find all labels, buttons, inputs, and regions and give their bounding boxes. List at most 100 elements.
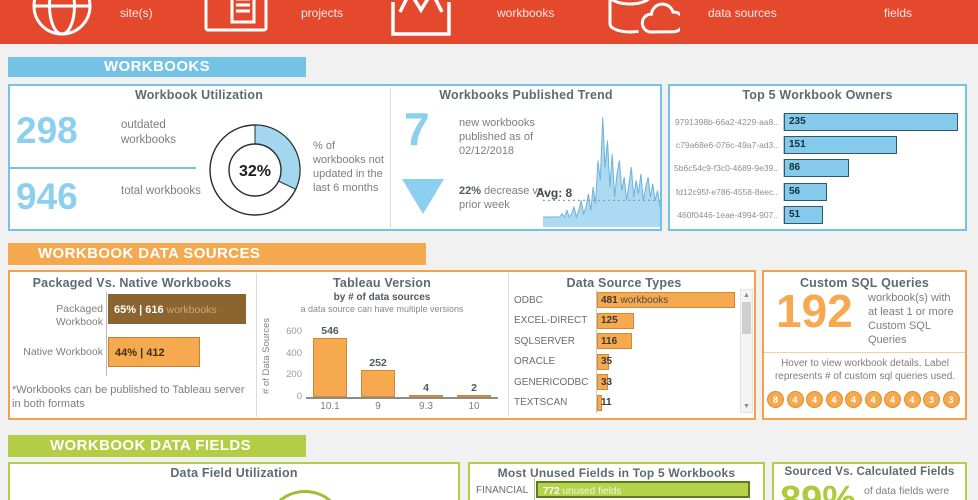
custom-sql-circle[interactable]: 4 [786,391,804,408]
version-bar[interactable] [313,338,347,397]
most-unused-bar[interactable]: 772 unused fields [536,481,750,498]
banner-label-projects: projects [301,6,344,20]
banner-label-workbooks: workbooks [497,6,555,20]
owner-bar[interactable]: 51 [784,206,823,225]
donut-hole [228,143,282,197]
data-source-barwrap: 35 [596,351,738,372]
axis-line [534,478,535,500]
packaged-native-title: Packaged Vs. Native Workbooks [32,276,232,290]
owner-id-label: 9791398b-66a2-4229-aa8.. [674,116,778,127]
decrease-pct: 22% [459,185,482,197]
owner-barwrap: 51 [783,206,962,225]
scrollbar-thumb[interactable] [742,302,751,334]
version-bar-value: 546 [321,325,339,337]
scrollbar-up-arrow[interactable]: ▲ [743,292,750,299]
utilization-donut-chart[interactable]: 32% [203,118,307,222]
packaged-workbook-bar[interactable]: 65% | 616 workbooks [108,294,246,324]
sparkline-area[interactable] [543,117,660,227]
custom-sql-circle[interactable]: 4 [864,391,882,408]
owner-bar[interactable]: 56 [784,182,827,201]
data-source-types-chart: ODBC 481 workbooks EXCEL-DIRECT 125 SQLSERVE… [514,290,738,413]
version-slot: 252 [356,357,400,397]
custom-sql-circle[interactable]: 4 [903,391,921,408]
custom-sql-circle[interactable]: 3 [923,391,940,408]
custom-sql-circle[interactable]: 8 [767,391,784,408]
native-workbook-bar[interactable]: 44% | 412 [108,337,200,367]
data-source-type-row: ODBC 481 workbooks [514,290,738,311]
owner-barwrap: 56 [783,182,962,201]
data-source-bar-value: 11 [601,397,612,409]
owner-barwrap: 151 [783,136,962,155]
decrease-caption: 22% decrease vs. prior week [459,184,559,212]
y-axis-tick: 600 [286,326,302,337]
data-source-bar[interactable] [597,394,602,411]
custom-sql-circle[interactable]: 4 [825,391,843,408]
data-source-type-row: GENERICODBC 33 [514,372,738,393]
owner-id-label: 5b6c54c9-f3c0-4689-9e39.. [674,163,778,174]
sourced-calculated-pct: 89% [780,479,857,500]
trend-sparkline-chart[interactable] [543,112,660,229]
new-workbooks-count: 7 [404,103,430,155]
version-ylabel: # of Data Sources [261,317,272,395]
version-x-label: 10.1 [320,401,340,412]
owner-id-label: c79a68e6-076c-49a7-ad3.. [675,140,778,151]
section-header-data-sources: WORKBOOK DATA SOURCES [8,243,426,265]
data-source-barwrap: 116 [596,331,738,352]
owner-row: 460f0446-1eae-4994-907.. 51 [672,204,962,227]
scrollbar[interactable]: ▲ ▼ [740,289,753,413]
owner-row: fd12c95f-e786-4558-8eec.. 56 [672,180,962,203]
data-source-bar-value: 481 workbooks [601,294,669,306]
utilization-donut-caption: % of workbooks not updated in the last 6… [313,140,384,195]
trend-avg-label: Avg: 8 [536,186,573,200]
top-owners-title: Top 5 Workbook Owners [742,88,893,102]
bar-value-suffix: workbooks [163,304,217,316]
sourced-calculated-caption: of data fields were [864,485,950,497]
custom-sql-circle[interactable]: 4 [845,391,862,408]
data-source-bar[interactable] [597,353,609,370]
custom-sql-circle[interactable]: 3 [942,391,960,408]
owner-bar[interactable]: 235 [784,112,958,131]
version-slot: 2 [452,382,496,397]
tableau-version-title: Tableau Version [333,276,431,290]
decrease-triangle-icon [402,179,444,214]
version-bar[interactable] [409,395,443,397]
version-slot: 4 [404,382,448,397]
data-source-barwrap: 33 [596,372,738,393]
scrollbar-down-arrow[interactable]: ▼ [743,403,750,410]
workbooks-icon [391,0,451,36]
version-x-label: 9 [375,401,381,412]
data-source-types-title: Data Source Types [566,276,682,290]
owner-row: 5b6c54c9-f3c0-4689-9e39.. 86 [672,157,962,180]
packaged-native-note: *Workbooks can be published to Tableau s… [12,384,245,411]
version-subtitle: by # of data sources [333,292,431,303]
version-bar[interactable] [457,395,491,397]
donut-center-label: 32% [239,163,271,180]
owner-row: 9791398b-66a2-4229-aa8.. 235 [672,110,962,133]
custom-sql-hint: Hover to view workbook details. Label re… [774,358,956,382]
data-source-type-label: TEXTSCAN [514,397,568,409]
data-sources-icon [608,0,680,34]
owner-barwrap: 235 [783,112,962,131]
section-header-data-fields: WORKBOOK DATA FIELDS [8,435,306,457]
data-source-bar[interactable] [597,292,735,309]
custom-sql-circle[interactable]: 4 [884,391,901,408]
data-source-bar[interactable] [597,374,608,391]
custom-sql-circle[interactable]: 4 [806,391,823,408]
data-source-bar-value: 35 [601,356,613,368]
kpi-banner: site(s) projects workbooks data sources … [0,0,978,44]
data-source-bar-value: 125 [601,315,618,327]
version-xlabels: 10.1 9 9.3 10 [306,401,498,412]
custom-sql-divider [764,352,965,353]
version-bar-value: 252 [369,357,387,369]
total-workbooks-label: total workbooks [121,185,201,197]
data-source-barwrap: 11 [596,392,738,413]
owner-bar-value: 151 [789,139,806,151]
data-source-bar[interactable] [597,312,634,329]
version-bar[interactable] [361,370,395,397]
owner-bar[interactable]: 151 [784,136,897,155]
owner-bar[interactable]: 86 [784,159,849,178]
workbooks-panel [8,84,662,231]
y-axis-tick: 400 [286,348,302,359]
data-source-bar[interactable] [597,333,632,350]
